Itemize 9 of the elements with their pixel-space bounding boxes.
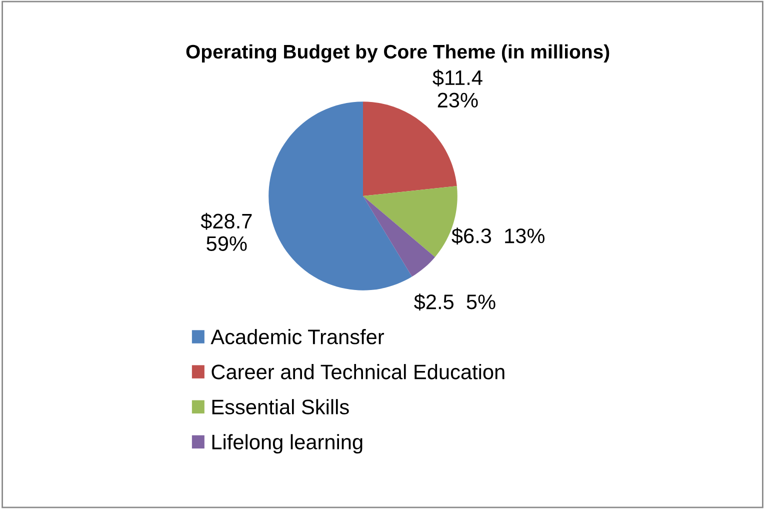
legend-label: Career and Technical Education [212, 364, 504, 380]
legend-label: Lifelong learning [212, 434, 362, 454]
data-label: $11.4 23% [432, 69, 482, 108]
data-label: $28.7 59% [200, 212, 252, 251]
chart-title: Operating Budget by Core Theme (in millions) [186, 44, 610, 63]
data-label: $6.3 13% [452, 228, 544, 245]
legend-label: Essential Skills [212, 399, 349, 414]
data-label: $2.5 5% [414, 294, 496, 311]
legend-label: Academic Transfer [210, 329, 384, 344]
